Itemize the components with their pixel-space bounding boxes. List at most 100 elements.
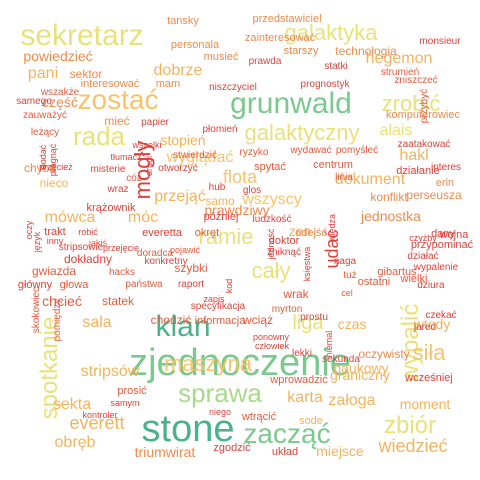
word-inny: inny bbox=[47, 236, 64, 246]
word-zbior: zbiór bbox=[384, 412, 436, 439]
word-gwiazda: gwiazda bbox=[32, 264, 76, 278]
word-sila: siła bbox=[412, 340, 446, 365]
word-personala: personala bbox=[171, 39, 220, 51]
word-niszczyciel: niszczyciel bbox=[209, 82, 257, 93]
word-plomien: płomień bbox=[202, 124, 237, 135]
word-niego: niego bbox=[209, 407, 231, 417]
word-prawdziwy: prawdziwy bbox=[204, 202, 269, 218]
word-jared: jared bbox=[413, 322, 436, 333]
word-mowca: mówca bbox=[45, 209, 96, 226]
word-rada: rada bbox=[73, 121, 126, 151]
word-glos: glos bbox=[243, 185, 261, 196]
word-raport: raport bbox=[178, 279, 204, 290]
word-everetta: everetta bbox=[142, 227, 183, 239]
word-dokument: dokument bbox=[335, 171, 406, 188]
word-dokladny: dokładny bbox=[64, 252, 112, 266]
word-interes: interes bbox=[431, 162, 461, 173]
word-oczywisty: oczywisty bbox=[358, 347, 409, 361]
word-perseusza: perseusza bbox=[406, 188, 462, 202]
word-strumien: strumień bbox=[381, 67, 419, 78]
word-czyzby: czyżby bbox=[409, 233, 437, 243]
word-stopien: stopień bbox=[160, 132, 205, 148]
word-cel: cel bbox=[341, 288, 353, 298]
word-coz: cóż bbox=[126, 173, 142, 184]
word-wrak: wrak bbox=[282, 287, 309, 301]
word-dodac: dodać bbox=[38, 144, 48, 169]
word-ksiestwa: księstwa bbox=[302, 247, 312, 282]
word-robic: robić bbox=[78, 227, 98, 237]
word-przypominac: przypominać bbox=[411, 239, 474, 251]
word-galaktyka: galaktyka bbox=[285, 20, 379, 45]
word-chciec: chcieć bbox=[42, 293, 82, 309]
word-jednosc: jedność bbox=[266, 228, 276, 261]
word-zniknac: zniknąć bbox=[267, 247, 301, 258]
word-myrton: myrton bbox=[272, 304, 303, 315]
word-samego: samego bbox=[16, 96, 52, 107]
word-musiec: musieć bbox=[204, 51, 239, 63]
word-doradca: doradca bbox=[137, 248, 174, 259]
word-dobrze: dobrze bbox=[154, 62, 203, 79]
word-tuz: tuż bbox=[343, 270, 356, 281]
word-chodzic: chodzić bbox=[151, 313, 192, 327]
word-dzialac: działać bbox=[407, 251, 438, 262]
word-centrum: centrum bbox=[313, 159, 353, 171]
word-prostu: prostu bbox=[300, 312, 328, 323]
word-jakis: jakiś bbox=[88, 238, 108, 248]
word-wojna: wojna bbox=[439, 229, 470, 241]
word-hub: hub bbox=[209, 182, 226, 193]
word-wraz: wraz bbox=[106, 184, 128, 195]
word-tlumacz: tłumacz bbox=[110, 152, 142, 162]
word-przejac: przejąć bbox=[154, 188, 206, 205]
word-wszyscy: wszyscy bbox=[241, 191, 302, 208]
word-udac: udać bbox=[322, 229, 342, 268]
word-miec: mieć bbox=[104, 114, 129, 128]
word-graniczny: graniczny bbox=[330, 367, 390, 383]
word-wczesniej: wcześniej bbox=[404, 372, 453, 384]
word-stripsowie: stripsowie bbox=[59, 242, 104, 253]
word-samym: samym bbox=[111, 398, 140, 408]
word-sekunda: sekunda bbox=[322, 354, 360, 365]
word-papier: papier bbox=[141, 117, 169, 128]
word-moc: móc bbox=[128, 209, 158, 226]
word-komputerowiec: komputerowiec bbox=[386, 109, 460, 121]
word-drugi: drugi bbox=[144, 156, 154, 176]
word-wtracic: wtrącić bbox=[241, 411, 277, 423]
word-everett: everett bbox=[69, 413, 124, 433]
word-sekretarz: sekretarz bbox=[20, 19, 143, 52]
word-jednostka: jednostka bbox=[360, 208, 421, 224]
word-caly: cały bbox=[251, 258, 290, 283]
word-starszy: starszy bbox=[284, 45, 319, 57]
word-zauwazyc: zauważyć bbox=[23, 110, 67, 121]
word-przejecie: przejęcie bbox=[103, 243, 139, 253]
word-karta: karta bbox=[287, 389, 323, 406]
word-mogly: mogły bbox=[130, 141, 155, 200]
word-monsieur: monsieur bbox=[419, 36, 461, 47]
word-moment: moment bbox=[400, 396, 451, 412]
word-dzialanie: działanie bbox=[396, 165, 439, 177]
word-zrobic: zrobić bbox=[382, 91, 441, 116]
word-ludzkosc: ludzkość bbox=[253, 214, 292, 225]
word-niemal: niemal bbox=[324, 331, 334, 358]
word-jezyk: język bbox=[32, 231, 42, 253]
word-czlowiek: człowiek bbox=[255, 341, 290, 351]
word-czas: czas bbox=[338, 316, 367, 332]
word-naukowy: naukowy bbox=[333, 360, 388, 376]
word-ostatni: ostatni bbox=[358, 276, 390, 288]
word-zniszczec: zniszczeć bbox=[394, 75, 437, 86]
word-gibartus: gibartus bbox=[377, 266, 417, 278]
word-szybki: szybki bbox=[174, 261, 207, 275]
word-alais: alais bbox=[380, 122, 413, 139]
word-wciaz: wciąż bbox=[242, 313, 273, 327]
word-wszelki: wszelki bbox=[131, 140, 161, 150]
word-skokowiec: skokowiec bbox=[31, 287, 42, 333]
word-liga: liga bbox=[292, 312, 324, 334]
word-pomyslec: pomyśleć bbox=[336, 145, 378, 156]
word-wiedziec: wiedzieć bbox=[377, 436, 447, 456]
word-sektor: sektor bbox=[70, 67, 103, 81]
word-triumwirat: triumwirat bbox=[135, 444, 196, 460]
word-hakl: hakl bbox=[399, 147, 428, 164]
word-hacks: hacks bbox=[109, 267, 135, 278]
word-wszakze: wszakże bbox=[40, 87, 80, 98]
word-naga: naga bbox=[334, 256, 357, 267]
